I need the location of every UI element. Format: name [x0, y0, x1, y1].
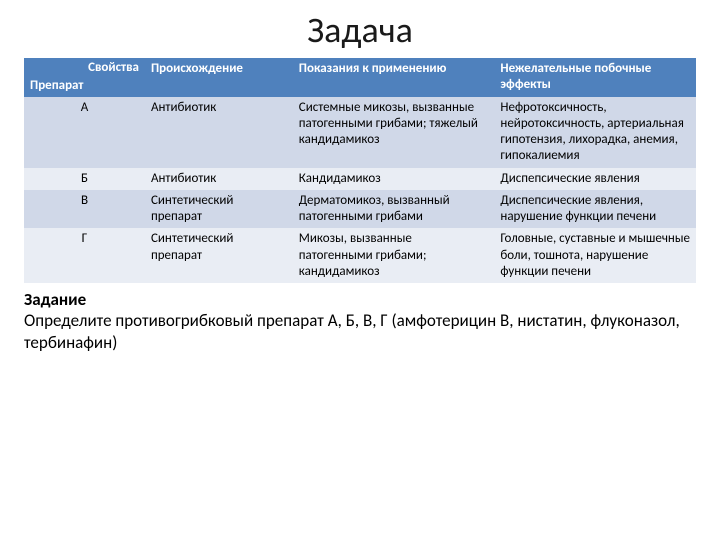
cell-drug: В: [24, 190, 145, 229]
cell-indication: Системные микозы, вызванные патогенными …: [293, 97, 495, 168]
header-col-origin: Происхождение: [145, 58, 293, 97]
cell-origin: Антибиотик: [145, 168, 293, 190]
header-col-indication: Показания к применению: [293, 58, 495, 97]
slide-container: Задача Свойства Препарат Происхождение П…: [0, 0, 720, 540]
cell-side: Диспепсические явления: [494, 168, 696, 190]
drug-table: Свойства Препарат Происхождение Показани…: [24, 58, 696, 283]
cell-drug: Б: [24, 168, 145, 190]
table-header-row: Свойства Препарат Происхождение Показани…: [24, 58, 696, 97]
cell-indication: Кандидамикоз: [293, 168, 495, 190]
task-block: Задание Определите противогрибковый преп…: [24, 289, 696, 353]
table-row: Г Синтетический препарат Микозы, вызванн…: [24, 228, 696, 283]
table-row: Б Антибиотик Кандидамикоз Диспепсические…: [24, 168, 696, 190]
cell-side: Диспепсические явления, нарушение функци…: [494, 190, 696, 229]
cell-origin: Синтетический препарат: [145, 228, 293, 283]
header-corner-bottom: Препарат: [30, 78, 84, 94]
slide-title: Задача: [24, 8, 696, 52]
table-row: В Синтетический препарат Дерматомикоз, в…: [24, 190, 696, 229]
cell-side: Головные, суставные и мышечные боли, тош…: [494, 228, 696, 283]
task-text: Определите противогрибковый препарат А, …: [24, 310, 680, 352]
cell-drug: А: [24, 97, 145, 168]
cell-indication: Дерматомикоз, вызванный патогенными гриб…: [293, 190, 495, 229]
header-corner-top: Свойства: [88, 60, 139, 76]
cell-origin: Синтетический препарат: [145, 190, 293, 229]
header-col-side: Нежелательные побочные эффекты: [494, 58, 696, 97]
cell-side: Нефротоксичность, нейротоксичность, арте…: [494, 97, 696, 168]
cell-origin: Антибиотик: [145, 97, 293, 168]
header-corner: Свойства Препарат: [24, 58, 145, 97]
task-label: Задание: [24, 289, 86, 310]
table-row: А Антибиотик Системные микозы, вызванные…: [24, 97, 696, 168]
cell-indication: Микозы, вызванные патогенными грибами; к…: [293, 228, 495, 283]
cell-drug: Г: [24, 228, 145, 283]
